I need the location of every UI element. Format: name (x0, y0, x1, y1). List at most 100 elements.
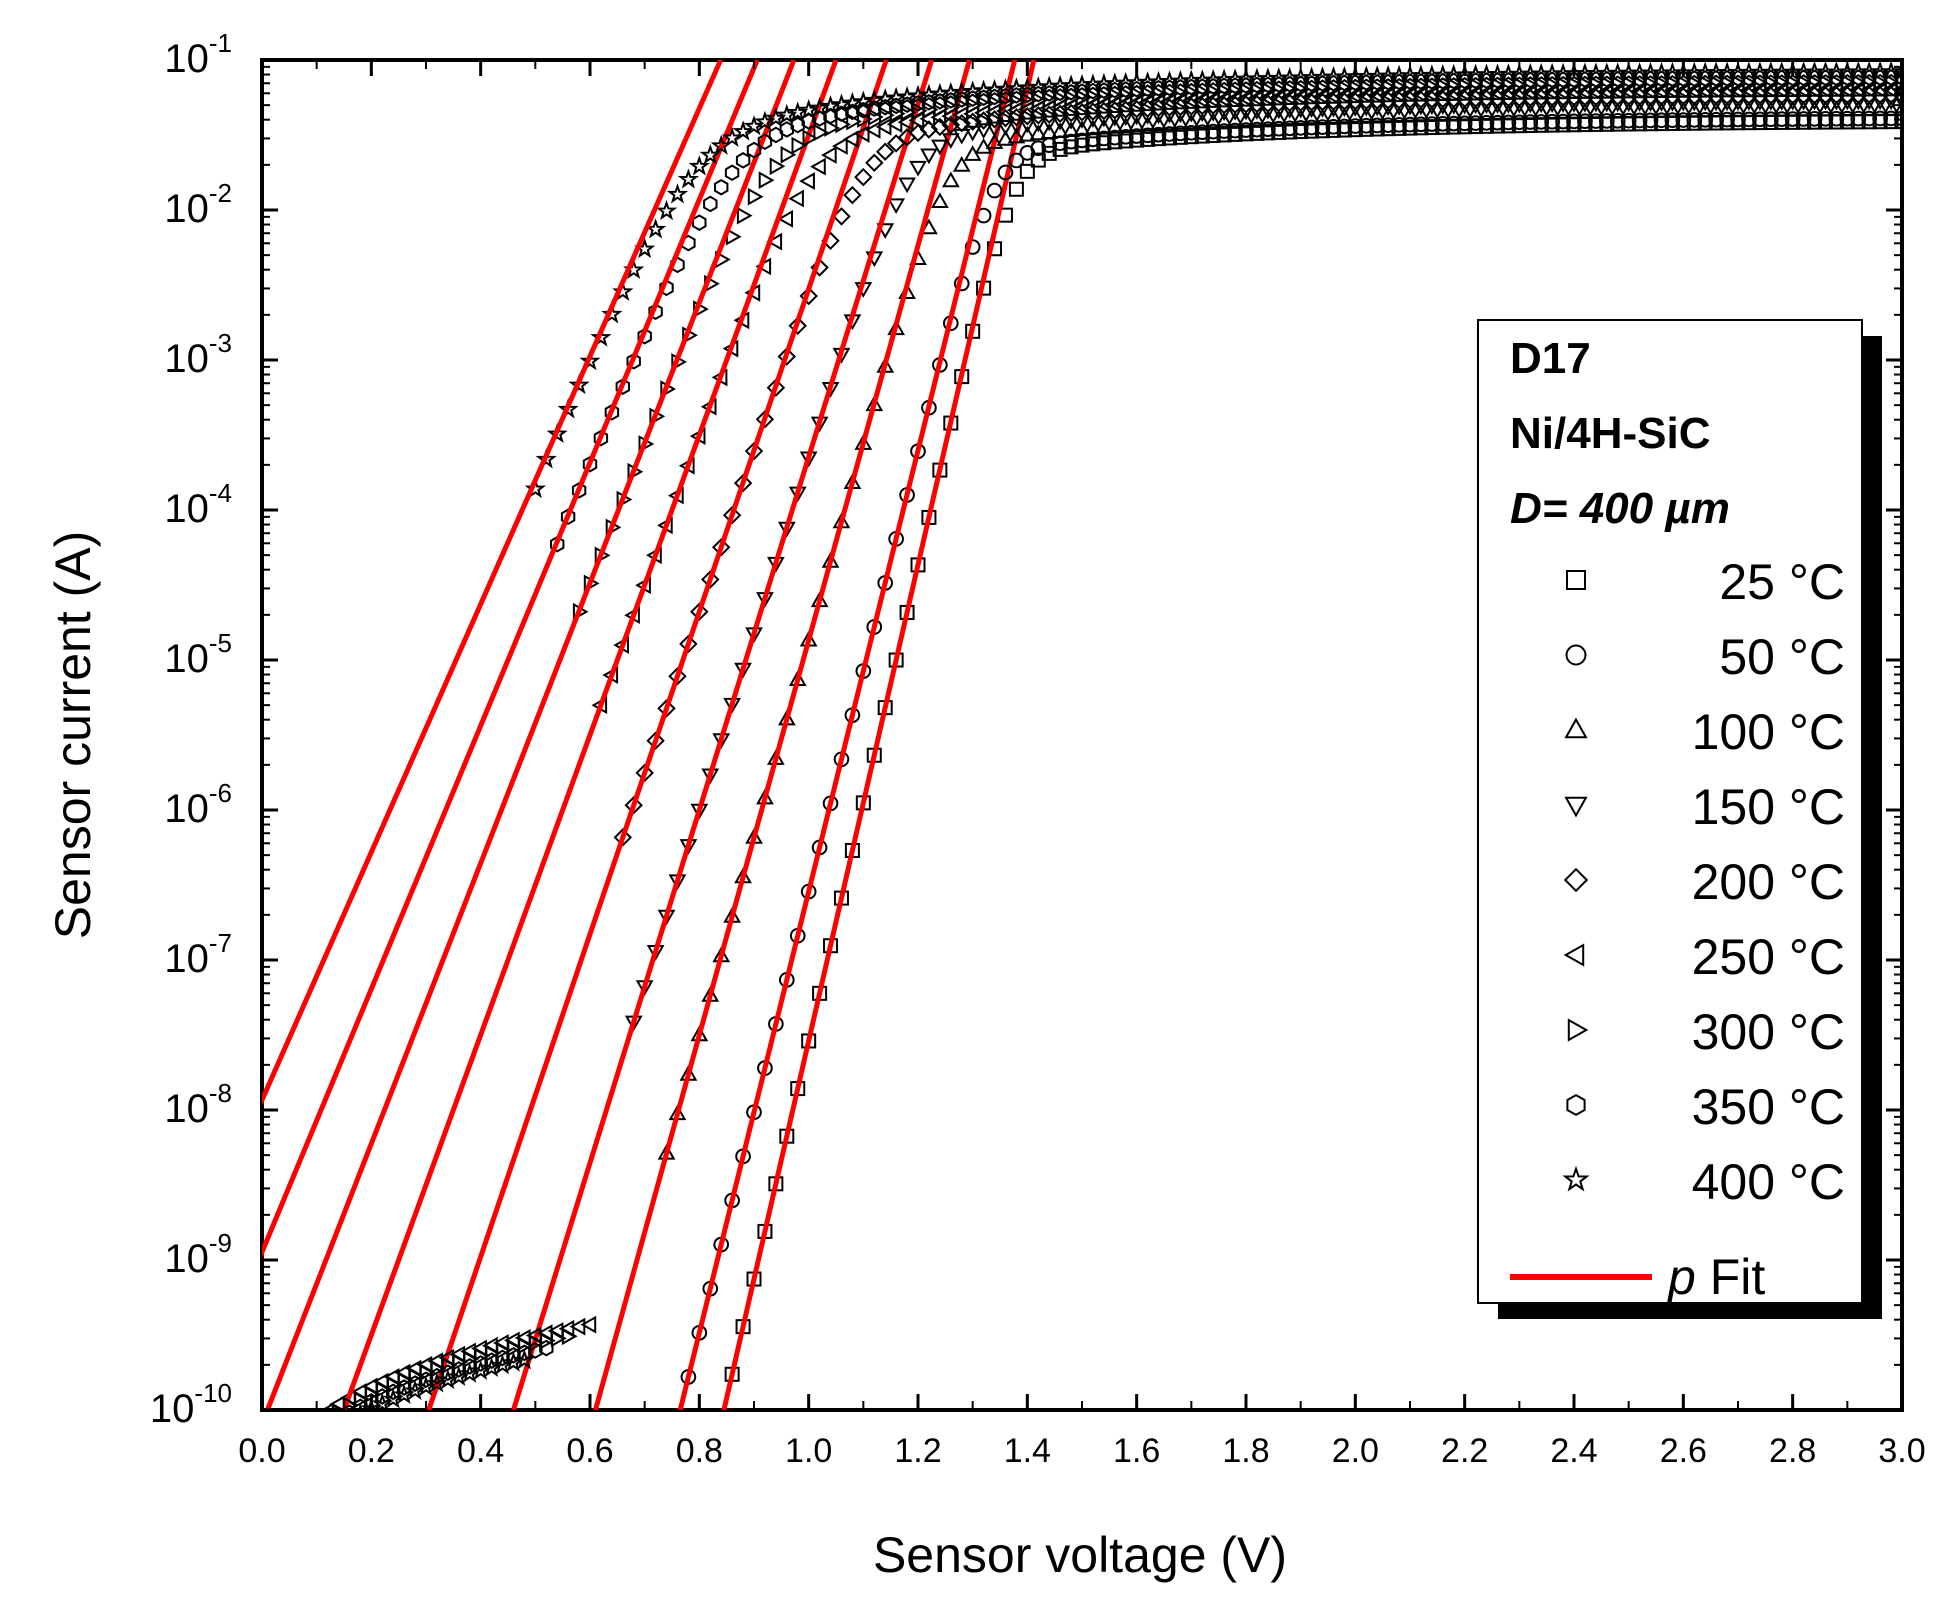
data-point (1313, 102, 1332, 118)
data-point (1456, 115, 1473, 132)
data-point (1138, 115, 1157, 132)
data-point (802, 129, 819, 148)
data-point (1128, 128, 1145, 144)
legend-label: 250 °C (1692, 929, 1845, 985)
data-point (396, 1379, 412, 1396)
data-point (843, 185, 862, 205)
data-point (1193, 106, 1212, 123)
data-point (1073, 113, 1091, 129)
data-point (900, 103, 917, 122)
data-point (1644, 75, 1661, 94)
data-point (1786, 74, 1803, 93)
data-point (876, 223, 895, 239)
data-layer (262, 60, 1902, 1410)
data-point (777, 209, 793, 228)
data-point (655, 199, 678, 221)
data-point (1458, 77, 1475, 96)
data-point (1073, 120, 1091, 137)
data-point (1237, 104, 1255, 121)
data-point (1827, 100, 1846, 117)
data-point (635, 763, 654, 783)
data-point (1477, 104, 1496, 120)
data-point (722, 505, 742, 525)
data-point (1741, 111, 1757, 128)
data-point (1336, 118, 1353, 135)
data-point (615, 378, 630, 395)
data-point (1217, 82, 1234, 101)
data-point (1761, 100, 1780, 117)
fit-line (721, 60, 1037, 1410)
data-point (875, 117, 892, 136)
data-point (408, 1367, 425, 1385)
data-point (1116, 110, 1135, 127)
data-point (1007, 118, 1026, 135)
data-point (1280, 103, 1299, 119)
data-point (1063, 133, 1079, 150)
data-point (1688, 74, 1704, 93)
data-point (1819, 74, 1835, 92)
data-point (1753, 74, 1770, 93)
legend-fit-label: p Fit (1666, 1249, 1765, 1305)
data-point (1543, 103, 1562, 119)
data-point (1280, 109, 1299, 126)
data-point (343, 1396, 359, 1410)
data-point (560, 508, 576, 526)
data-point (1718, 95, 1736, 112)
x-tick-label: 1.2 (894, 1432, 941, 1470)
data-point (382, 1388, 404, 1409)
data-point (1171, 107, 1190, 124)
data-point (1577, 113, 1593, 130)
data-point (1750, 100, 1769, 117)
data-point (495, 1349, 510, 1367)
y-tick-exponent: -10 (194, 1378, 232, 1408)
data-point (550, 535, 565, 553)
data-point (963, 125, 982, 142)
data-point (1586, 102, 1605, 119)
data-point (1502, 76, 1518, 95)
data-point (1030, 140, 1047, 157)
data-point (1174, 84, 1190, 103)
data-point (1436, 77, 1453, 96)
data-point (1709, 74, 1726, 93)
data-point (988, 94, 1005, 113)
series-50c (680, 110, 1902, 1385)
data-point (1532, 103, 1551, 120)
data-point (535, 448, 557, 469)
y-tick-base: 10 (164, 487, 209, 531)
data-point (1346, 107, 1365, 123)
data-point (1806, 111, 1823, 127)
data-point (1194, 124, 1211, 141)
x-tick-label: 2.8 (1769, 1432, 1816, 1470)
data-point (1677, 75, 1693, 93)
data-point (529, 1334, 545, 1352)
data-point (429, 1367, 445, 1385)
legend-box (1477, 319, 1863, 1304)
data-point (1729, 95, 1747, 112)
data-point (1622, 75, 1639, 94)
data-point (1085, 131, 1101, 148)
data-point (1554, 103, 1572, 119)
data-point (1260, 121, 1276, 137)
fit-line (677, 60, 1018, 1410)
data-point (799, 172, 815, 190)
data-point (732, 120, 754, 141)
legend-marker (1564, 796, 1588, 818)
data-point (1062, 121, 1080, 137)
data-point (1707, 95, 1726, 112)
data-point (1227, 122, 1243, 139)
y-tick-label: 10-6 (164, 778, 232, 831)
data-point (1522, 114, 1539, 130)
data-point (766, 232, 783, 251)
data-point (1314, 119, 1331, 135)
data-point (1852, 74, 1868, 92)
data-point (1401, 99, 1419, 116)
data-point (1335, 101, 1354, 118)
data-point (1830, 74, 1846, 92)
data-point (1204, 105, 1223, 122)
y-tick-exponent: -7 (209, 928, 232, 958)
data-point (864, 120, 881, 139)
x-tick-label: 1.8 (1222, 1432, 1269, 1470)
y-tick-label: 10-4 (164, 478, 232, 531)
data-point (1007, 127, 1026, 144)
data-point (1863, 73, 1879, 92)
